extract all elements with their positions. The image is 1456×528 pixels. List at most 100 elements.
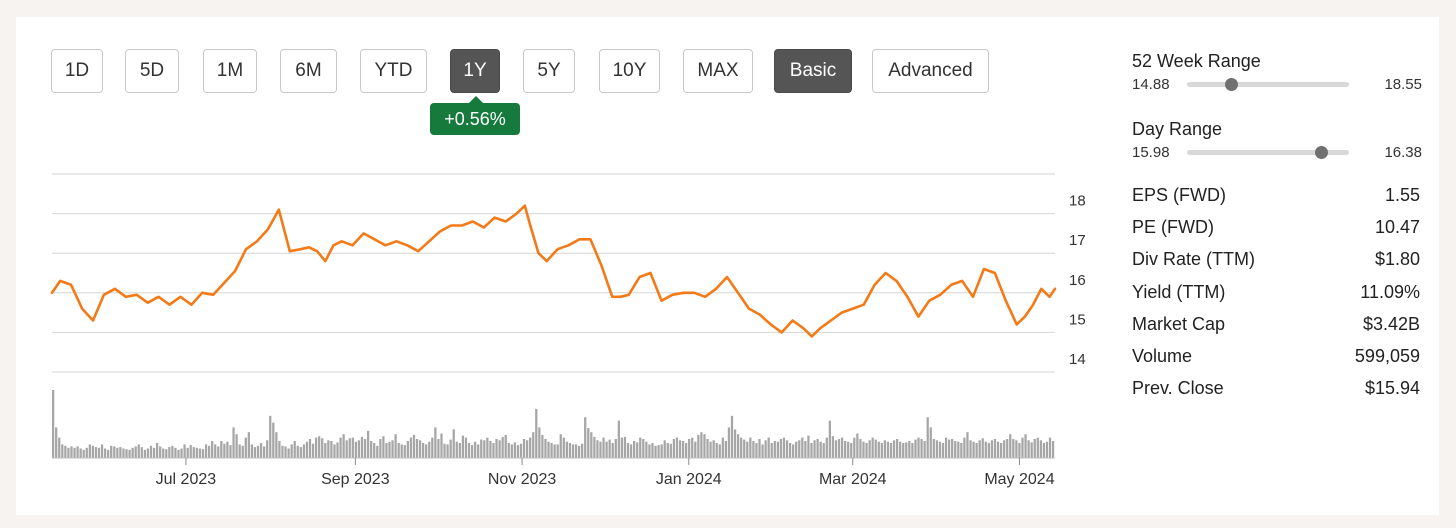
- volume-bar: [636, 442, 639, 458]
- volume-bar: [837, 439, 841, 458]
- tab-6m[interactable]: 6M: [280, 49, 337, 93]
- volume-bar: [1006, 439, 1009, 458]
- volume-bar: [223, 443, 226, 458]
- volume-bar: [1024, 434, 1027, 458]
- volume-bar: [467, 443, 471, 458]
- view-tab-advanced[interactable]: Advanced: [872, 49, 989, 93]
- volume-bar: [363, 439, 367, 458]
- volume-bar: [755, 443, 758, 458]
- volume-bar: [593, 436, 596, 458]
- volume-bar: [963, 437, 966, 458]
- volume-bar: [247, 432, 250, 458]
- volume-bar: [70, 446, 73, 458]
- volume-bar: [761, 444, 764, 458]
- volume-bar: [831, 436, 835, 458]
- day-range-track: [1187, 146, 1349, 159]
- view-tab-basic[interactable]: Basic: [774, 49, 852, 93]
- x-tick-label: Sep 2023: [321, 471, 390, 488]
- volume-bar: [107, 449, 110, 458]
- volume-bar: [284, 446, 287, 458]
- volume-bar: [602, 437, 605, 458]
- volume-bar: [764, 440, 767, 458]
- tab-ytd[interactable]: YTD: [360, 49, 427, 93]
- volume-bar: [886, 441, 890, 458]
- volume-bar: [999, 443, 1003, 458]
- y-tick-label: 17: [1069, 232, 1086, 249]
- volume-bar: [990, 440, 994, 458]
- volume-bar: [516, 445, 520, 458]
- volume-bar: [244, 437, 247, 458]
- volume-bar: [810, 443, 813, 458]
- stat-value: $3.42B: [1362, 313, 1420, 334]
- volume-bar: [513, 442, 517, 458]
- volume-bar: [923, 441, 926, 458]
- tab-5y[interactable]: 5Y: [523, 49, 575, 93]
- volume-bar: [840, 437, 844, 458]
- volume-bar: [217, 446, 220, 458]
- volume-bar: [266, 440, 269, 458]
- volume-bar: [498, 440, 501, 458]
- volume-bar: [412, 434, 416, 458]
- volume-bar: [428, 441, 431, 458]
- volume-bar: [1030, 442, 1033, 458]
- volume-bar: [489, 441, 492, 458]
- volume-bar: [370, 441, 373, 458]
- volume-bar: [746, 441, 749, 458]
- volume-bar: [599, 441, 602, 458]
- volume-bar: [263, 446, 266, 458]
- volume-bar: [587, 428, 590, 458]
- volume-bar: [189, 445, 192, 458]
- volume-bar: [486, 437, 489, 458]
- volume-bar: [321, 438, 324, 458]
- volume-bar: [626, 443, 630, 458]
- volume-bar: [422, 443, 425, 458]
- volume-bar: [529, 437, 532, 458]
- week52-high: 18.55: [1384, 76, 1422, 93]
- day-range-high: 16.38: [1384, 144, 1422, 161]
- volume-bar: [259, 443, 263, 458]
- y-tick-label: 14: [1069, 351, 1086, 368]
- volume-bar: [568, 443, 572, 458]
- tab-1y[interactable]: 1Y: [450, 49, 500, 93]
- volume-bar: [382, 436, 385, 458]
- volume-bar: [293, 441, 296, 458]
- badge-pointer-icon: [469, 96, 483, 103]
- stat-value: 11.09%: [1360, 281, 1420, 302]
- volume-bar: [577, 445, 581, 458]
- volume-bar: [186, 447, 189, 458]
- volume-bar: [198, 448, 202, 458]
- volume-bar: [926, 417, 929, 458]
- volume-bar: [238, 444, 241, 458]
- volume-bar: [813, 440, 816, 458]
- volume-bar: [403, 445, 406, 458]
- volume-bar: [935, 440, 938, 458]
- tab-max[interactable]: MAX: [683, 49, 753, 93]
- volume-bar: [957, 441, 960, 458]
- volume-bar: [207, 445, 211, 458]
- volume-bar: [177, 449, 180, 458]
- volume-bar: [623, 436, 627, 458]
- volume-bar: [996, 441, 1000, 458]
- volume-bar: [847, 441, 850, 458]
- volume-bar: [795, 441, 798, 458]
- volume-bar: [978, 440, 981, 458]
- x-tick-label: Nov 2023: [488, 471, 557, 488]
- volume-bar: [336, 442, 339, 458]
- volume-bar: [538, 427, 541, 458]
- tab-10y[interactable]: 10Y: [599, 49, 660, 93]
- volume-bar: [871, 437, 874, 458]
- volume-bar: [844, 441, 847, 458]
- tab-5d[interactable]: 5D: [125, 49, 179, 93]
- tab-1d[interactable]: 1D: [51, 49, 103, 93]
- volume-bar: [204, 444, 208, 458]
- volume-bar: [299, 447, 302, 458]
- volume-bar: [856, 433, 859, 458]
- tab-1m[interactable]: 1M: [203, 49, 257, 93]
- volume-bar: [733, 429, 737, 458]
- volume-bar: [993, 439, 997, 458]
- volume-bar: [648, 444, 651, 458]
- volume-bar: [128, 449, 131, 458]
- volume-bar: [911, 443, 914, 458]
- volume-bar: [318, 436, 321, 458]
- volume-bar: [850, 443, 853, 458]
